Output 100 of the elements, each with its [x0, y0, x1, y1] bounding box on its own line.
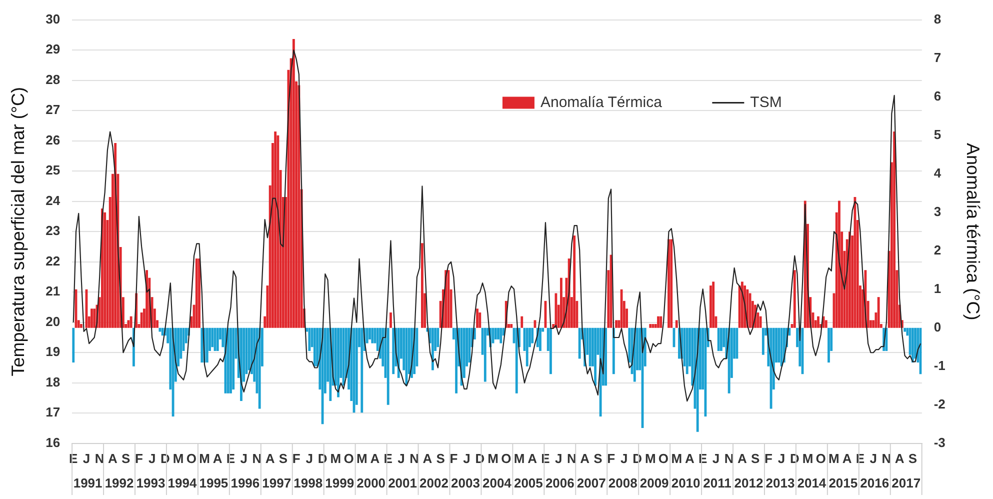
bar — [604, 328, 608, 386]
x-tick-label: N — [94, 450, 104, 466]
bar — [660, 316, 662, 328]
y-tick-label: 18 — [46, 374, 60, 390]
y-tick-label: 17 — [46, 404, 60, 420]
bar — [578, 328, 581, 359]
x-tick-label: J — [240, 450, 248, 466]
bar — [877, 297, 880, 328]
text: 2010 — [671, 476, 700, 491]
bar — [484, 328, 486, 382]
bar — [762, 328, 764, 355]
y2-tick-label: 0 — [934, 319, 942, 334]
bar — [308, 328, 311, 351]
y-tick-label: 29 — [46, 42, 60, 57]
bar — [130, 316, 132, 328]
text: 2008 — [608, 476, 638, 491]
x-tick-label: M — [199, 450, 210, 466]
text: 2003 — [451, 476, 480, 491]
bar — [670, 239, 673, 328]
y-tick-label: 24 — [46, 192, 61, 208]
bar — [478, 312, 482, 328]
bar — [817, 316, 820, 328]
x-tick-label: A — [685, 450, 696, 466]
bar — [337, 328, 340, 398]
bar — [140, 312, 143, 328]
y-tick-label: 21 — [46, 284, 60, 299]
bar — [599, 328, 602, 416]
bar — [371, 328, 374, 344]
bar — [436, 328, 440, 348]
text: 2002 — [420, 476, 448, 491]
text: 2009 — [640, 476, 669, 491]
bar — [893, 131, 896, 328]
bar — [824, 320, 828, 328]
x-tick-label: A — [842, 450, 852, 466]
text: 2014 — [797, 476, 827, 491]
bar — [397, 328, 400, 378]
bar — [292, 39, 295, 328]
bar — [104, 212, 106, 328]
bar — [748, 293, 752, 328]
y-tick-label: 23 — [46, 223, 60, 238]
text: 2001 — [388, 476, 417, 491]
y2-tick-label: 7 — [934, 50, 942, 65]
bar — [588, 328, 592, 366]
x-tick-label: O — [186, 450, 196, 466]
bar — [828, 328, 830, 363]
bar — [539, 328, 542, 351]
bar — [248, 328, 250, 370]
bar — [392, 328, 395, 374]
y-tick-label: 26 — [46, 132, 60, 148]
bar — [793, 270, 796, 328]
bar — [717, 328, 720, 351]
y2-tick-label: 2 — [934, 242, 942, 258]
y2-tick-label: 6 — [934, 88, 942, 104]
bar — [360, 328, 364, 413]
x-tick-label: M — [514, 450, 525, 466]
x-tick-label: M — [671, 450, 682, 466]
x-tick-label: A — [212, 450, 223, 466]
bar — [211, 328, 214, 348]
bar — [515, 328, 518, 394]
x-tick-label: S — [594, 450, 603, 466]
bar — [668, 239, 670, 328]
x-tick-label: J — [148, 450, 156, 466]
text: 2007 — [576, 476, 606, 491]
text: 2005 — [514, 476, 543, 491]
x-tick-label: M — [802, 450, 814, 466]
text: 1995 — [199, 476, 228, 491]
x-tick-label: M — [330, 450, 342, 466]
x-tick-label: J — [82, 450, 90, 466]
x-tick-label: O — [344, 450, 354, 466]
x-tick-label: M — [488, 450, 498, 466]
bar — [520, 316, 524, 328]
bar — [526, 328, 528, 366]
bar — [274, 131, 277, 328]
bar — [200, 328, 204, 363]
x-tick-label: O — [501, 450, 512, 466]
bar — [195, 258, 198, 328]
x-tick-label: F — [450, 450, 458, 466]
x-tick-label: J — [463, 450, 470, 466]
x-tick-label: J — [398, 450, 405, 466]
x-tick-label: M — [356, 450, 368, 466]
x-tick-label: J — [620, 450, 628, 466]
text: 1991 — [73, 476, 102, 491]
legend-label: TSM — [750, 94, 782, 111]
bar — [686, 328, 688, 374]
bar — [848, 232, 851, 328]
x-tick-label: F — [292, 450, 300, 466]
y2-tick-label: 5 — [934, 126, 942, 142]
text: 1997 — [262, 476, 292, 491]
bar — [500, 328, 502, 344]
text: 2011 — [703, 476, 732, 491]
y-tick-label: 16 — [46, 434, 60, 450]
bar — [447, 270, 450, 328]
bar — [161, 328, 164, 336]
bar — [226, 328, 230, 394]
text: 2017 — [892, 476, 921, 491]
text: 2015 — [828, 476, 858, 491]
x-tick-label: O — [816, 450, 826, 466]
x-tick-label: S — [278, 450, 288, 466]
bar — [313, 328, 316, 366]
x-tick-label: J — [306, 450, 314, 466]
